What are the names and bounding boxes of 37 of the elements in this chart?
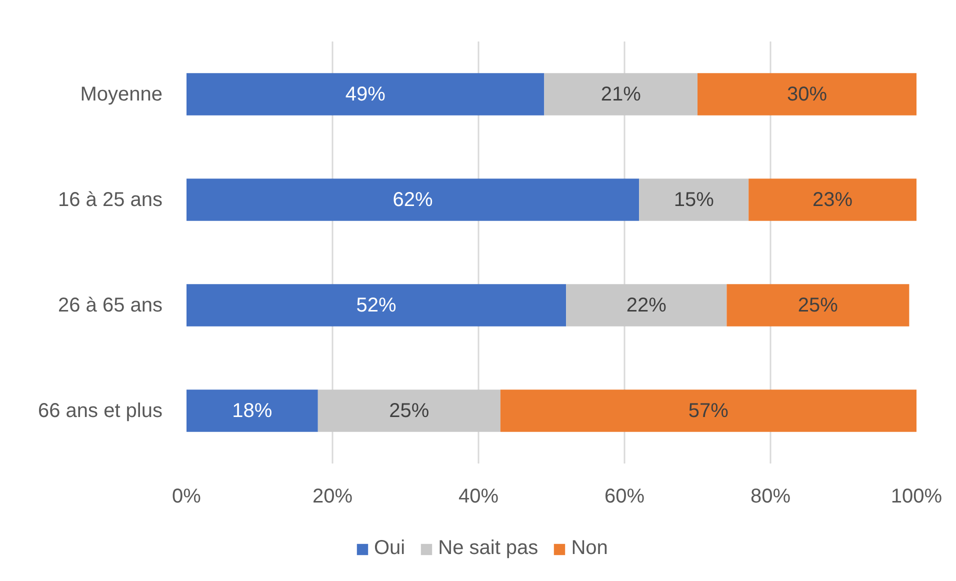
- data-label: 22%: [626, 294, 667, 316]
- x-tick-label: 60%: [604, 486, 645, 508]
- x-tick-label: 20%: [312, 486, 353, 508]
- data-label: 49%: [345, 83, 386, 106]
- x-tick-label: 40%: [458, 486, 499, 508]
- bar: [698, 73, 916, 116]
- data-label: 62%: [392, 188, 434, 211]
- x-tick-label: 100%: [890, 486, 942, 508]
- data-label: 15%: [674, 188, 714, 211]
- data-label: 18%: [232, 400, 272, 422]
- bar: [186, 73, 544, 116]
- data-label: 25%: [389, 400, 430, 422]
- x-tick-label: 0%: [172, 486, 202, 508]
- x-tick-label: 80%: [750, 486, 791, 508]
- bar: [500, 390, 916, 432]
- bar: [318, 390, 500, 432]
- bar: [186, 178, 640, 221]
- legend-label: Ne sait pas: [438, 537, 538, 560]
- bar: [544, 73, 698, 116]
- data-label: 52%: [356, 294, 397, 316]
- y-tick-label: Moyenne: [80, 83, 163, 106]
- data-label: 21%: [600, 83, 642, 106]
- bar: [566, 284, 727, 326]
- data-label: 23%: [812, 188, 853, 211]
- y-tick-label: 66 ans et plus: [38, 400, 162, 422]
- y-tick-label: 16 à 25 ans: [58, 188, 162, 211]
- data-label: 30%: [786, 83, 828, 106]
- bar: [186, 390, 318, 432]
- data-label: 25%: [798, 294, 838, 316]
- bar: [186, 284, 566, 326]
- y-tick-label: 26 à 65 ans: [58, 294, 162, 316]
- data-label: 57%: [688, 400, 729, 422]
- legend-label: Non: [571, 537, 608, 560]
- bar: [639, 178, 749, 221]
- legend-label: Oui: [374, 537, 406, 560]
- bar: [726, 284, 910, 326]
- bar: [748, 178, 916, 221]
